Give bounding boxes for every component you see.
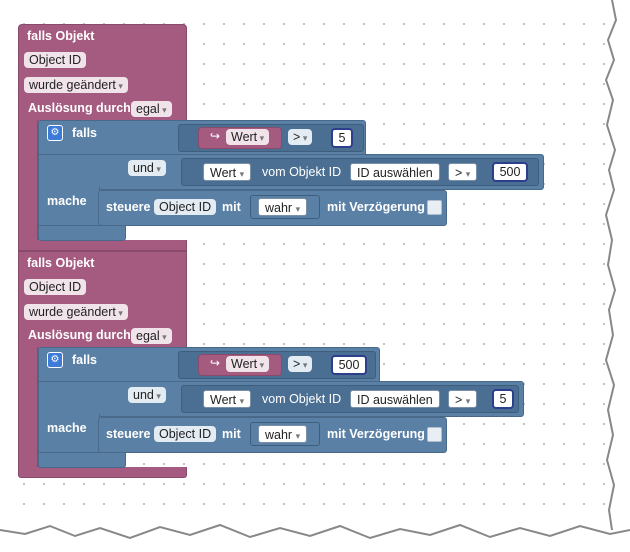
number-input-2[interactable]: 500 <box>492 162 528 182</box>
mit-verzoegerung-label: mit Verzögerung <box>327 427 425 441</box>
mit-label: mit <box>222 427 241 441</box>
falls-objekt-label: falls Objekt <box>27 29 95 43</box>
verzoegerung-checkbox[interactable] <box>427 200 442 215</box>
trigger-block-spine <box>18 120 38 249</box>
value-slot <box>250 422 320 446</box>
number-input[interactable]: 500 <box>331 355 367 375</box>
mit-label: mit <box>222 200 241 214</box>
number-input[interactable]: 5 <box>331 128 353 148</box>
operator-dropdown[interactable]: > <box>288 356 313 372</box>
operator-dropdown-2[interactable]: > ▾ <box>448 390 478 408</box>
steuere-label: steuere <box>106 427 151 441</box>
und-dropdown[interactable]: und <box>128 160 166 176</box>
wurde-geaendert-dropdown[interactable]: wurde geändert <box>24 304 128 320</box>
operator-dropdown[interactable]: > <box>288 129 313 145</box>
trigger-block-foot <box>18 240 187 251</box>
torn-edge-right <box>604 0 630 552</box>
operator-dropdown-2[interactable]: > ▾ <box>448 163 478 181</box>
falls-label: falls <box>72 353 98 367</box>
id-auswaehlen-field[interactable]: ID auswählen <box>350 390 440 408</box>
wert-dropdown-2[interactable]: Wert ▾ <box>203 390 252 408</box>
id-auswaehlen-field[interactable]: ID auswählen <box>350 163 440 181</box>
wahr-dropdown[interactable]: wahr ▾ <box>258 425 308 443</box>
torn-edge-bottom <box>0 523 630 552</box>
wert-dropdown[interactable]: Wert <box>226 356 270 372</box>
gear-icon[interactable]: ⚙ <box>47 352 63 368</box>
falls-objekt-label: falls Objekt <box>27 256 95 270</box>
steuere-object-id-field[interactable]: Object ID <box>154 426 217 442</box>
vom-objekt-label: vom Objekt ID <box>262 392 342 406</box>
ausloesung-label: Auslösung durch <box>28 101 131 115</box>
vom-objekt-label: vom Objekt ID <box>262 165 342 179</box>
hook-arrow-icon: ↪ <box>210 129 221 143</box>
mache-label: mache <box>47 421 87 435</box>
if-block-foot <box>38 225 126 241</box>
verzoegerung-checkbox[interactable] <box>427 427 442 442</box>
trigger-block-spine <box>18 347 38 476</box>
value-slot <box>250 195 320 219</box>
ausloesung-label: Auslösung durch <box>28 328 131 342</box>
if-block-foot <box>38 452 126 468</box>
steuere-object-id-field[interactable]: Object ID <box>154 199 217 215</box>
mache-label: mache <box>47 194 87 208</box>
hook-arrow-icon: ↪ <box>210 356 221 370</box>
gear-icon[interactable]: ⚙ <box>47 125 63 141</box>
object-id-field[interactable]: Object ID <box>24 279 87 295</box>
wert-dropdown[interactable]: Wert <box>226 129 270 145</box>
wurde-geaendert-dropdown[interactable]: wurde geändert <box>24 77 128 93</box>
trigger-block-foot <box>18 467 187 478</box>
steuere-label: steuere <box>106 200 151 214</box>
wahr-dropdown[interactable]: wahr ▾ <box>258 198 308 216</box>
ausloesung-dropdown[interactable]: egal <box>131 328 172 344</box>
falls-label: falls <box>72 126 98 140</box>
wert-dropdown-2[interactable]: Wert ▾ <box>203 163 252 181</box>
object-id-field[interactable]: Object ID <box>24 52 87 68</box>
number-input-2[interactable]: 5 <box>492 389 514 409</box>
und-dropdown[interactable]: und <box>128 387 166 403</box>
mit-verzoegerung-label: mit Verzögerung <box>327 200 425 214</box>
ausloesung-dropdown[interactable]: egal <box>131 101 172 117</box>
